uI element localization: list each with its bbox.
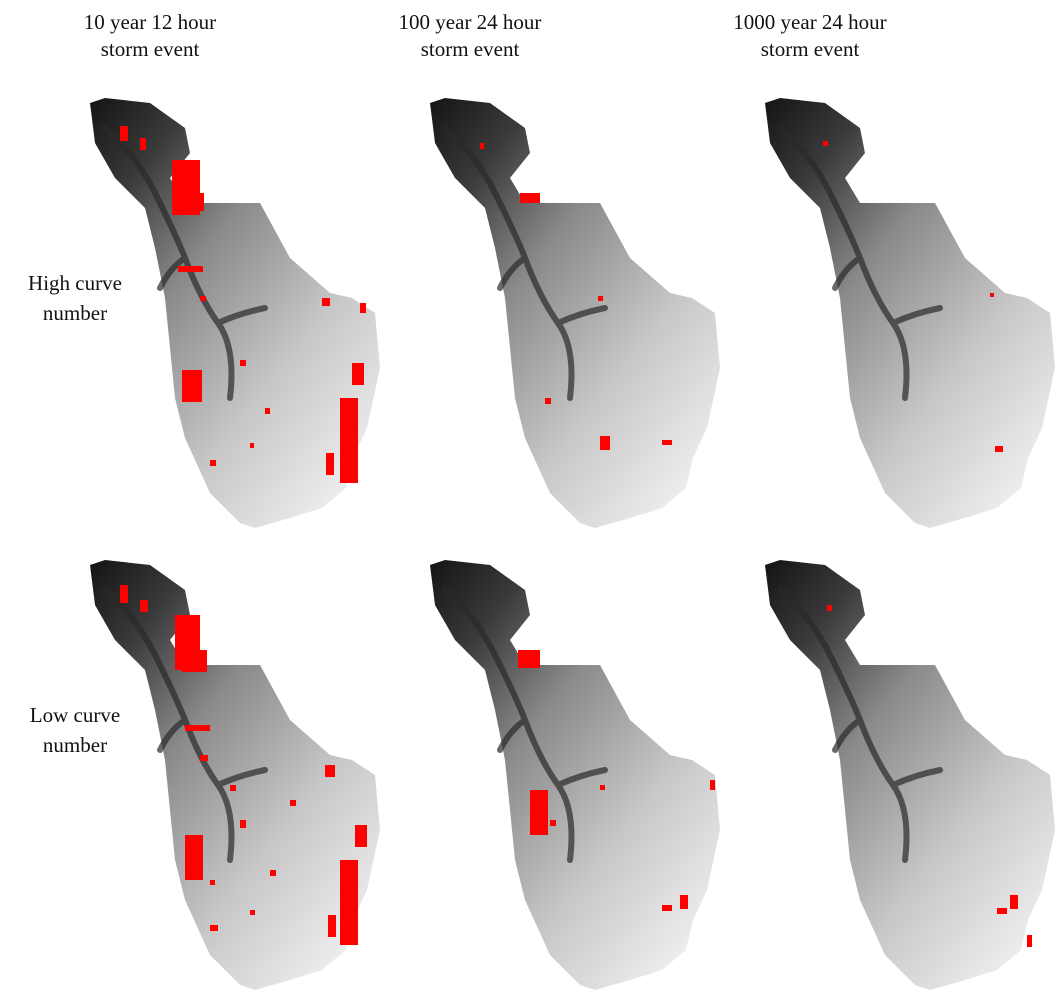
figure: 10 year 12 hour storm event 100 year 24 ho… [0, 0, 1057, 994]
flood-area [997, 908, 1007, 914]
flood-area [200, 296, 206, 301]
column-header: storm event [761, 37, 860, 61]
flood-area [360, 303, 366, 313]
map-panel [765, 560, 1055, 990]
column-header: 100 year 24 hour [399, 10, 542, 34]
flood-area [550, 820, 556, 826]
flood-area [210, 880, 215, 885]
flood-area [182, 193, 204, 211]
flood-area [995, 446, 1003, 452]
flood-area [140, 138, 146, 150]
flood-area [1010, 895, 1018, 909]
column-header: storm event [421, 37, 520, 61]
flood-area [680, 895, 688, 909]
flood-area [340, 860, 358, 945]
flood-area [210, 925, 218, 931]
flood-area [662, 905, 672, 911]
flood-area [823, 141, 828, 146]
flood-area [240, 360, 246, 366]
flood-area [328, 915, 336, 937]
map-panel [90, 560, 380, 990]
flood-area [827, 605, 832, 611]
flood-area [480, 143, 484, 149]
flood-area [545, 398, 551, 404]
flood-area [518, 650, 540, 668]
flood-area [1027, 935, 1032, 947]
flood-area [240, 820, 246, 828]
flood-area [710, 780, 715, 790]
column-header: 1000 year 24 hour [733, 10, 886, 34]
flood-area [265, 408, 270, 414]
flood-area [326, 453, 334, 475]
flood-area [120, 585, 128, 603]
row-label: High curve [28, 271, 122, 295]
flood-area [200, 755, 208, 761]
flood-area [340, 398, 358, 483]
flood-area [120, 126, 128, 141]
watershed [90, 560, 380, 990]
row-label: Low curve [30, 703, 120, 727]
flood-area [210, 460, 216, 466]
row-label: number [43, 301, 107, 325]
map-panel [430, 560, 720, 990]
flood-area [520, 193, 540, 203]
flood-area [325, 765, 335, 777]
flood-area [250, 910, 255, 915]
flood-area [185, 725, 210, 731]
flood-area [990, 293, 994, 297]
column-header: storm event [101, 37, 200, 61]
flood-area [182, 650, 207, 672]
flood-area [182, 370, 202, 402]
map-panel [430, 98, 720, 528]
watershed [765, 560, 1055, 990]
flood-area [230, 785, 236, 791]
watershed [765, 98, 1055, 528]
watershed [430, 98, 720, 528]
flood-area [178, 266, 203, 272]
flood-area [600, 785, 605, 790]
flood-area [322, 298, 330, 306]
flood-area [662, 440, 672, 445]
flood-area [352, 363, 364, 385]
map-panels [90, 98, 1055, 990]
column-header: 10 year 12 hour [84, 10, 216, 34]
flood-area [530, 790, 548, 835]
flood-area [355, 825, 367, 847]
flood-area [270, 870, 276, 876]
watershed [90, 98, 380, 528]
map-panel [90, 98, 380, 528]
flood-area [140, 600, 148, 612]
flood-area [600, 436, 610, 450]
flood-area [185, 835, 203, 880]
flood-area [250, 443, 254, 448]
map-panel [765, 98, 1055, 528]
flood-area [598, 296, 603, 301]
row-label: number [43, 733, 107, 757]
flood-area [290, 800, 296, 806]
watershed [430, 560, 720, 990]
